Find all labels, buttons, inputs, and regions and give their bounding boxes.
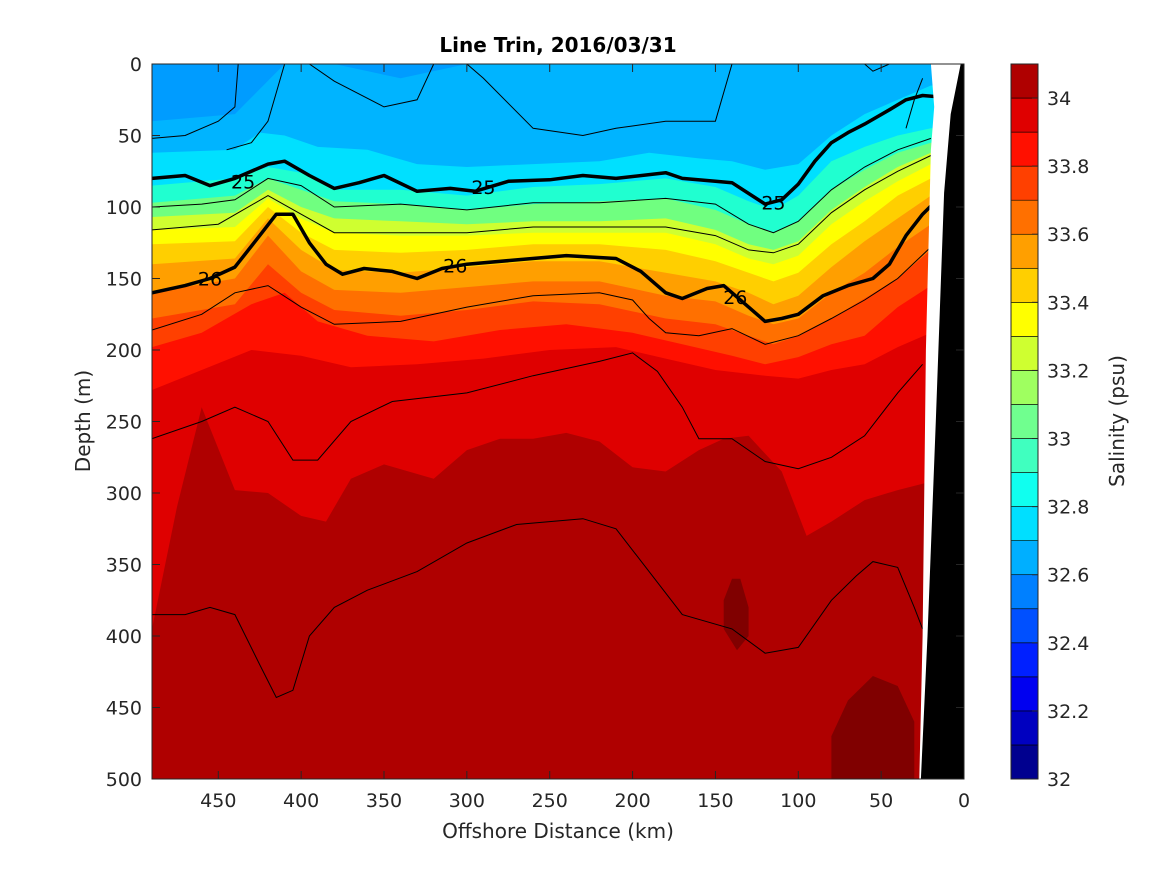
x-tick-label: 250 — [532, 790, 568, 812]
x-tick-label: 0 — [958, 790, 970, 812]
colorbar-swatch — [1010, 233, 1039, 269]
colorbar-tick-label: 33 — [1047, 429, 1071, 451]
salinity-fill — [152, 64, 964, 779]
colorbar-tick-label: 32.6 — [1047, 565, 1089, 587]
colorbar-tick-label: 32 — [1047, 769, 1071, 791]
isohaline-line — [309, 64, 435, 108]
contour-label: 25 — [761, 193, 785, 215]
y-tick-label: 200 — [106, 340, 142, 362]
contour-label: 26 — [198, 269, 222, 291]
colorbar-tick-label: 32.4 — [1047, 633, 1089, 655]
colorbar-tick-label: 33.6 — [1047, 224, 1089, 246]
x-tick-label: 350 — [366, 790, 402, 812]
salinity-band — [152, 407, 964, 779]
colorbar-tick-label: 34 — [1047, 88, 1071, 110]
colorbar-swatch — [1010, 165, 1039, 201]
colorbar-swatch — [1010, 608, 1039, 644]
coastline-land — [920, 64, 964, 779]
x-tick-label: 150 — [697, 790, 733, 812]
y-tick-label: 50 — [118, 126, 142, 148]
colorbar-swatch — [1010, 131, 1039, 167]
colorbar-swatch — [1010, 336, 1039, 371]
salinity-band — [723, 578, 749, 651]
y-axis: 0 50 100 150 200 250 300 350 400 450 500 — [106, 54, 964, 791]
isohaline-line — [152, 155, 932, 254]
colorbar-swatch — [1010, 710, 1039, 746]
colorbar-tick-label: 33.2 — [1047, 360, 1089, 382]
isohaline-lines — [152, 64, 932, 699]
density-contour-26 — [152, 201, 936, 324]
colorbar-frame — [1010, 63, 1039, 780]
y-tick-label: 450 — [106, 698, 142, 720]
colorbar-swatch — [1010, 744, 1039, 780]
isohaline-line — [152, 352, 923, 470]
isohaline-line — [864, 64, 890, 72]
y-tick-label: 500 — [106, 769, 142, 791]
colorbar-tick-label: 32.8 — [1047, 497, 1089, 519]
colorbar-swatch — [1010, 199, 1039, 235]
colorbar-tick-label: 32.2 — [1047, 701, 1089, 723]
x-axis: 450 400 350 300 250 200 150 100 50 0 — [200, 64, 970, 812]
density-contour-25 — [152, 93, 952, 206]
x-tick-label: 100 — [780, 790, 816, 812]
colorbar-label: Salinity (psu) — [1105, 355, 1129, 487]
colorbar: 32 32.2 32.4 32.6 32.8 33 33.2 33.4 33.6 33.8 34 — [1010, 63, 1089, 791]
density-contours: 25 25 25 26 26 26 — [152, 93, 952, 324]
y-axis-label: Depth (m) — [71, 370, 95, 472]
colorbar-swatch — [1010, 302, 1039, 337]
colorbar-swatch — [1010, 370, 1039, 405]
isohaline-line — [152, 64, 239, 139]
x-tick-label: 50 — [869, 790, 893, 812]
colorbar-swatch — [1010, 97, 1039, 133]
coastline-wedge — [917, 64, 964, 779]
salinity-band — [831, 676, 915, 779]
colorbar-tick-label: 33.4 — [1047, 292, 1089, 314]
colorbar-swatch — [1010, 574, 1039, 610]
isohaline-line — [152, 137, 932, 234]
x-axis-label: Offshore Distance (km) — [442, 819, 674, 843]
isohaline-line — [152, 518, 924, 699]
colorbar-swatch — [1010, 404, 1039, 439]
y-tick-label: 250 — [106, 412, 142, 434]
x-tick-label: 300 — [449, 790, 485, 812]
y-tick-label: 150 — [106, 269, 142, 291]
colorbar-tick-label: 33.8 — [1047, 156, 1089, 178]
colorbar-swatch — [1010, 267, 1039, 303]
colorbar-swatch — [1010, 438, 1039, 473]
contour-label: 26 — [723, 287, 747, 309]
colorbar-swatch — [1010, 642, 1039, 678]
x-tick-label: 200 — [614, 790, 650, 812]
colorbar-swatch — [1010, 506, 1039, 541]
colorbar-swatch — [1010, 540, 1039, 576]
isohaline-line — [905, 78, 924, 129]
y-tick-label: 0 — [130, 54, 142, 76]
y-tick-label: 400 — [106, 626, 142, 648]
isohaline-line — [466, 64, 733, 137]
isohaline-line — [226, 64, 286, 151]
x-tick-label: 400 — [283, 790, 319, 812]
colorbar-swatch — [1010, 63, 1039, 99]
colorbar-swatch — [1010, 676, 1039, 712]
contour-label: 26 — [443, 256, 467, 278]
contour-label: 25 — [231, 171, 255, 193]
isohaline-line — [152, 246, 932, 345]
colorbar-swatch — [1010, 472, 1039, 507]
x-tick-label: 450 — [200, 790, 236, 812]
y-tick-label: 300 — [106, 483, 142, 505]
y-tick-label: 350 — [106, 555, 142, 577]
contour-label: 25 — [471, 177, 495, 199]
y-tick-label: 100 — [106, 197, 142, 219]
chart-title: Line Trin, 2016/03/31 — [439, 33, 676, 57]
